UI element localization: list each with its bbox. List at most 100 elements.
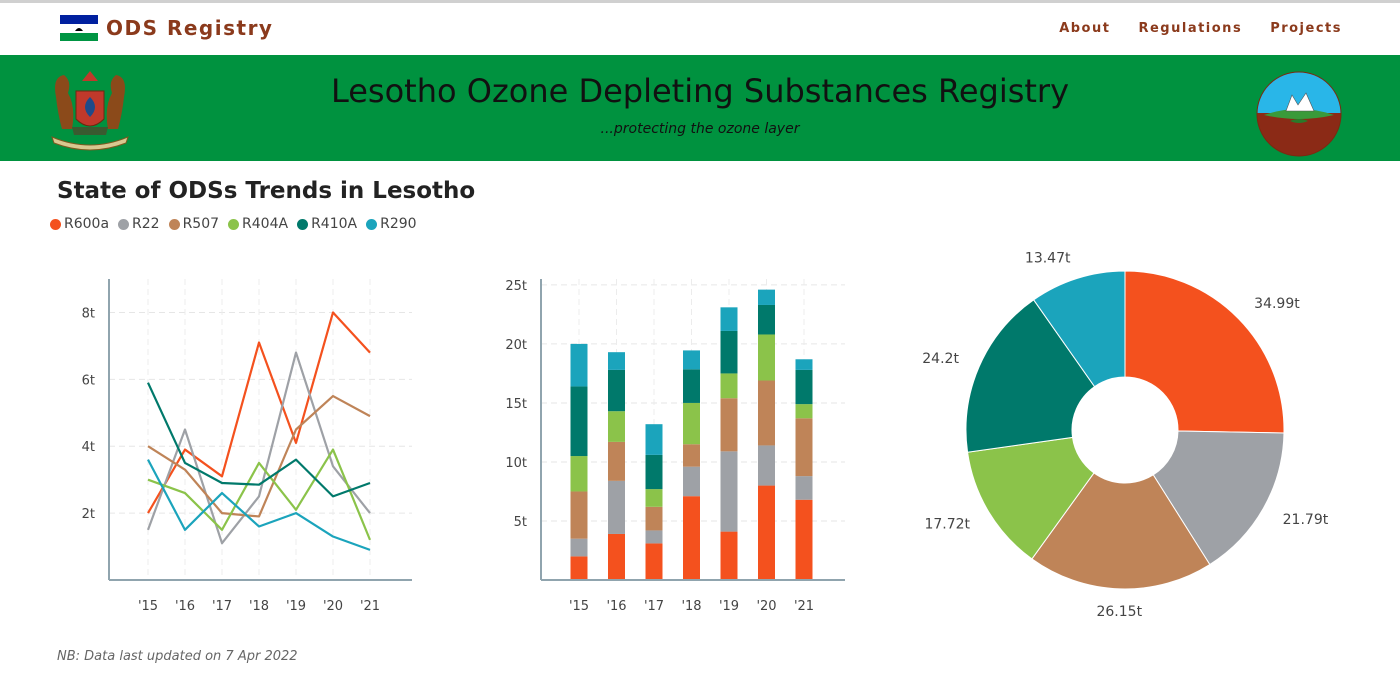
slice-label: 17.72t — [924, 516, 970, 532]
bar-segment-r507 — [683, 444, 700, 467]
legend-item-r290[interactable]: R290 — [366, 216, 417, 232]
bar-segment-r507 — [608, 441, 625, 481]
bar-segment-r410a — [570, 386, 588, 457]
series-line-r404a — [147, 448, 372, 541]
bar-segment-r600a — [720, 531, 738, 580]
legend-dot — [118, 218, 130, 230]
navbar: ODS Registry About Regulations Projects — [0, 3, 1400, 55]
slice-label: 26.15t — [1096, 604, 1142, 620]
chart-legend: R600a R22 R507 R404A R410A R290 — [50, 216, 417, 232]
legend-label: R600a — [64, 216, 110, 232]
bar-segment-r600a — [758, 485, 775, 580]
x-tick-label: '16 — [606, 599, 626, 614]
legend-label: R404A — [242, 216, 289, 232]
y-tick-label: 2t — [82, 507, 95, 522]
bar-segment-r507 — [758, 380, 775, 446]
x-tick-label: '20 — [756, 599, 776, 614]
bar-segment-r290 — [683, 350, 700, 370]
bar-segment-r404a — [720, 373, 738, 399]
x-tick-label: '16 — [175, 599, 195, 614]
slice-r404a — [966, 436, 1095, 560]
y-tick-label: 25t — [505, 279, 527, 294]
x-tick-label: '18 — [681, 599, 701, 614]
series-line-r507 — [147, 394, 371, 518]
x-tick-label: '21 — [360, 599, 380, 614]
coat-of-arms-icon — [51, 71, 129, 151]
bar-segment-r507 — [795, 418, 813, 477]
bar-segment-r507 — [720, 398, 738, 452]
ozone-unit-logo-icon — [1256, 71, 1342, 157]
bar-segment-r410a — [683, 369, 700, 403]
brand[interactable]: ODS Registry — [60, 15, 273, 41]
legend-label: R22 — [132, 216, 160, 232]
legend-item-r410a[interactable]: R410A — [297, 216, 357, 232]
x-tick-label: '19 — [286, 599, 306, 614]
footnote: NB: Data last updated on 7 Apr 2022 — [57, 649, 298, 664]
nav-link-regulations[interactable]: Regulations — [1138, 21, 1243, 36]
section-title: State of ODSs Trends in Lesotho — [57, 178, 476, 204]
bar-segment-r404a — [570, 456, 588, 492]
x-tick-label: '20 — [323, 599, 343, 614]
bar-segment-r290 — [795, 359, 813, 370]
bar-segment-r600a — [795, 499, 813, 580]
bar-segment-r600a — [683, 496, 700, 580]
legend-item-r600a[interactable]: R600a — [50, 216, 109, 232]
series-line-r290 — [147, 459, 371, 551]
legend-item-r22[interactable]: R22 — [118, 216, 160, 232]
legend-label: R410A — [311, 216, 358, 232]
bar-segment-r22 — [683, 466, 700, 497]
bar-segment-r410a — [645, 454, 663, 490]
lesotho-flag-icon — [60, 15, 98, 41]
y-tick-label: 10t — [505, 456, 527, 471]
bar-segment-r507 — [645, 506, 663, 531]
line-chart: 2t 4t 6t 8t '15 '16 '17 '18 '19 '20 '21 — [82, 279, 412, 614]
series-line-r600a — [147, 311, 371, 514]
bar-segment-r22 — [720, 451, 738, 532]
bar-segment-r22 — [608, 480, 625, 534]
x-tick-label: '15 — [569, 599, 589, 614]
bar-segment-r404a — [795, 404, 813, 419]
slice-r600a — [1124, 270, 1285, 434]
bar-segment-r290 — [720, 307, 738, 331]
bar-segment-r410a — [720, 330, 738, 374]
x-tick-label: '21 — [794, 599, 814, 614]
bar-segment-r410a — [795, 369, 813, 405]
top-border — [0, 0, 1400, 3]
stacked-bar-chart: 5t 10t 15t 20t 25t '15 '16 '17 '18 '19 '20 '21 — [505, 279, 845, 614]
bar-segment-r600a — [608, 533, 625, 580]
bar-segment-r22 — [758, 445, 775, 486]
bar-segment-r600a — [645, 543, 663, 580]
donut-chart: 34.99t 21.79t 26.15t 17.72t 24.2t 13.47t — [922, 250, 1329, 620]
legend-dot — [366, 218, 378, 230]
bar-segment-r404a — [758, 334, 775, 381]
y-tick-label: 8t — [82, 306, 95, 321]
legend-dot — [168, 218, 180, 230]
x-tick-label: '17 — [644, 599, 664, 614]
slice-r410a — [965, 299, 1096, 453]
y-tick-label: 15t — [505, 397, 527, 412]
nav-link-projects[interactable]: Projects — [1270, 21, 1342, 36]
bar-segment-r507 — [570, 491, 588, 539]
y-tick-label: 20t — [505, 338, 527, 353]
bar-segment-r404a — [645, 489, 663, 507]
bar-segment-r290 — [758, 289, 775, 305]
legend-item-r507[interactable]: R507 — [168, 216, 219, 232]
bar-segment-r404a — [608, 411, 625, 442]
y-tick-label: 5t — [514, 515, 527, 530]
y-tick-label: 4t — [82, 440, 95, 455]
bar-segment-r410a — [758, 304, 775, 335]
legend-dot — [297, 218, 309, 230]
nav-link-about[interactable]: About — [1059, 21, 1111, 36]
slice-label: 34.99t — [1254, 296, 1300, 312]
brand-title[interactable]: ODS Registry — [106, 16, 274, 40]
bar-segment-r290 — [608, 352, 625, 370]
legend-item-r404a[interactable]: R404A — [228, 216, 288, 232]
legend-dot — [228, 218, 240, 230]
bar-segment-r22 — [570, 538, 588, 557]
slice-r22 — [1152, 430, 1285, 566]
legend-dot — [50, 218, 61, 230]
series-line-r22 — [146, 351, 371, 545]
bar-segment-r404a — [683, 402, 700, 445]
slice-label: 21.79t — [1283, 512, 1329, 528]
x-tick-label: '17 — [212, 599, 232, 614]
